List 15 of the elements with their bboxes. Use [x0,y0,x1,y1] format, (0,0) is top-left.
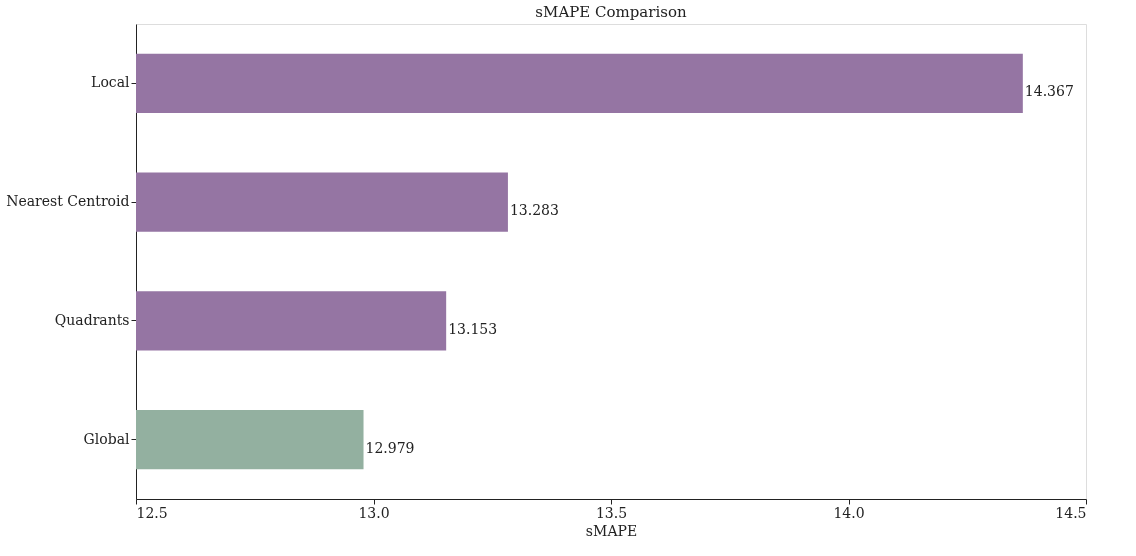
x-tick-label: 14.0 [833,504,865,521]
data-label: 13.283 [509,202,559,219]
x-tick-label: 12.5 [136,504,168,521]
data-label: 14.367 [1024,83,1074,100]
x-tick-label: 14.5 [1055,504,1087,521]
chart-title: sMAPE Comparison [535,3,687,21]
data-label: 13.153 [448,320,498,337]
x-tick-label: 13.5 [595,504,628,521]
y-tick-label: Local [91,74,131,91]
x-axis-title: sMAPE [585,522,638,539]
x-tick-label: 13.0 [358,504,390,521]
data-label: 12.979 [365,439,415,456]
y-tick-label: Quadrants [54,311,130,328]
y-tick-label: Global [83,430,131,447]
y-tick-label: Nearest Centroid [6,193,130,210]
